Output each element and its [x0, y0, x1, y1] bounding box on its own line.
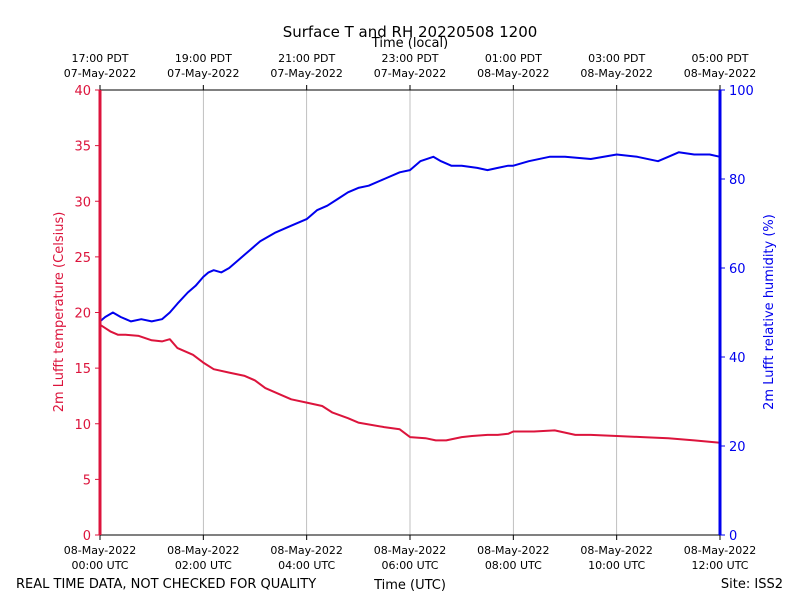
series-line-temperature — [99, 323, 721, 444]
x-tick-label-local-date: 08-May-2022 — [684, 67, 756, 80]
x-tick-label-local-time: 17:00 PDT — [71, 52, 128, 65]
x-axis-label: Time (UTC) — [373, 578, 446, 593]
y-tick-label-left: 35 — [74, 140, 91, 155]
y-tick-label-left: 15 — [74, 362, 91, 377]
y-tick-label-left: 5 — [83, 473, 91, 488]
x-tick-label-local-time: 05:00 PDT — [691, 52, 748, 65]
x-tick-label-local-date: 07-May-2022 — [64, 67, 136, 80]
x-tick-label-utc-date: 08-May-2022 — [374, 544, 446, 557]
y-tick-label-left: 30 — [74, 195, 91, 210]
x-tick-label-local-time: 01:00 PDT — [485, 52, 542, 65]
ticks: 08-May-2022 00:00 UTC 17:00 PDT 07-May-2022… — [64, 52, 756, 572]
x-tick-label-local-date: 07-May-2022 — [374, 67, 446, 80]
x-tick-label-local-time: 21:00 PDT — [278, 52, 335, 65]
x-tick-label-local-time: 19:00 PDT — [175, 52, 232, 65]
x-tick-label-utc-time: 02:00 UTC — [175, 559, 232, 572]
chart-title: Surface T and RH 20220508 1200 — [283, 23, 538, 41]
x-tick-label-utc-date: 08-May-2022 — [580, 544, 652, 557]
y-tick-label-right: 0 — [729, 529, 737, 544]
y-axis-label-right: 2m Lufft relative humidity (%) — [762, 214, 777, 410]
x-tick-label-utc-date: 08-May-2022 — [270, 544, 342, 557]
x-tick-label-utc-time: 12:00 UTC — [691, 559, 748, 572]
x-tick-label-utc-time: 00:00 UTC — [71, 559, 128, 572]
x-tick-label-utc-time: 06:00 UTC — [381, 559, 438, 572]
y-axis-label-left: 2m Lufft temperature (Celsius) — [52, 212, 67, 413]
x-tick-label-local-date: 07-May-2022 — [167, 67, 239, 80]
x-tick-label-utc-date: 08-May-2022 — [64, 544, 136, 557]
y-tick-label-right: 40 — [729, 351, 746, 366]
x-tick-label-utc-date: 08-May-2022 — [167, 544, 239, 557]
grid — [99, 90, 721, 535]
y-tick-label-left: 20 — [74, 307, 91, 322]
x-tick-label-utc-time: 04:00 UTC — [278, 559, 335, 572]
y-tick-label-left: 25 — [74, 251, 91, 266]
x-tick-label-utc-date: 08-May-2022 — [477, 544, 549, 557]
y-tick-label-left: 0 — [83, 529, 91, 544]
y-tick-label-right: 60 — [729, 262, 746, 277]
x-tick-label-local-time: 23:00 PDT — [381, 52, 438, 65]
x-tick-label-utc-time: 08:00 UTC — [485, 559, 542, 572]
y-tick-label-right: 100 — [729, 84, 754, 99]
series-line-humidity — [99, 151, 721, 323]
footer-quality-note: REAL TIME DATA, NOT CHECKED FOR QUALITY — [16, 577, 316, 592]
x-tick-label-local-date: 07-May-2022 — [270, 67, 342, 80]
y-tick-label-right: 20 — [729, 440, 746, 455]
x-tick-label-utc-time: 10:00 UTC — [588, 559, 645, 572]
x-tick-label-local-date: 08-May-2022 — [477, 67, 549, 80]
x-tick-label-utc-date: 08-May-2022 — [684, 544, 756, 557]
footer-site-label: Site: ISS2 — [721, 577, 783, 592]
top-axis-label: Time (local) — [371, 36, 448, 51]
x-tick-label-local-time: 03:00 PDT — [588, 52, 645, 65]
y-tick-label-left: 40 — [74, 84, 91, 99]
y-tick-label-left: 10 — [74, 418, 91, 433]
x-tick-label-local-date: 08-May-2022 — [580, 67, 652, 80]
y-tick-label-right: 80 — [729, 173, 746, 188]
series-layer — [99, 151, 721, 444]
